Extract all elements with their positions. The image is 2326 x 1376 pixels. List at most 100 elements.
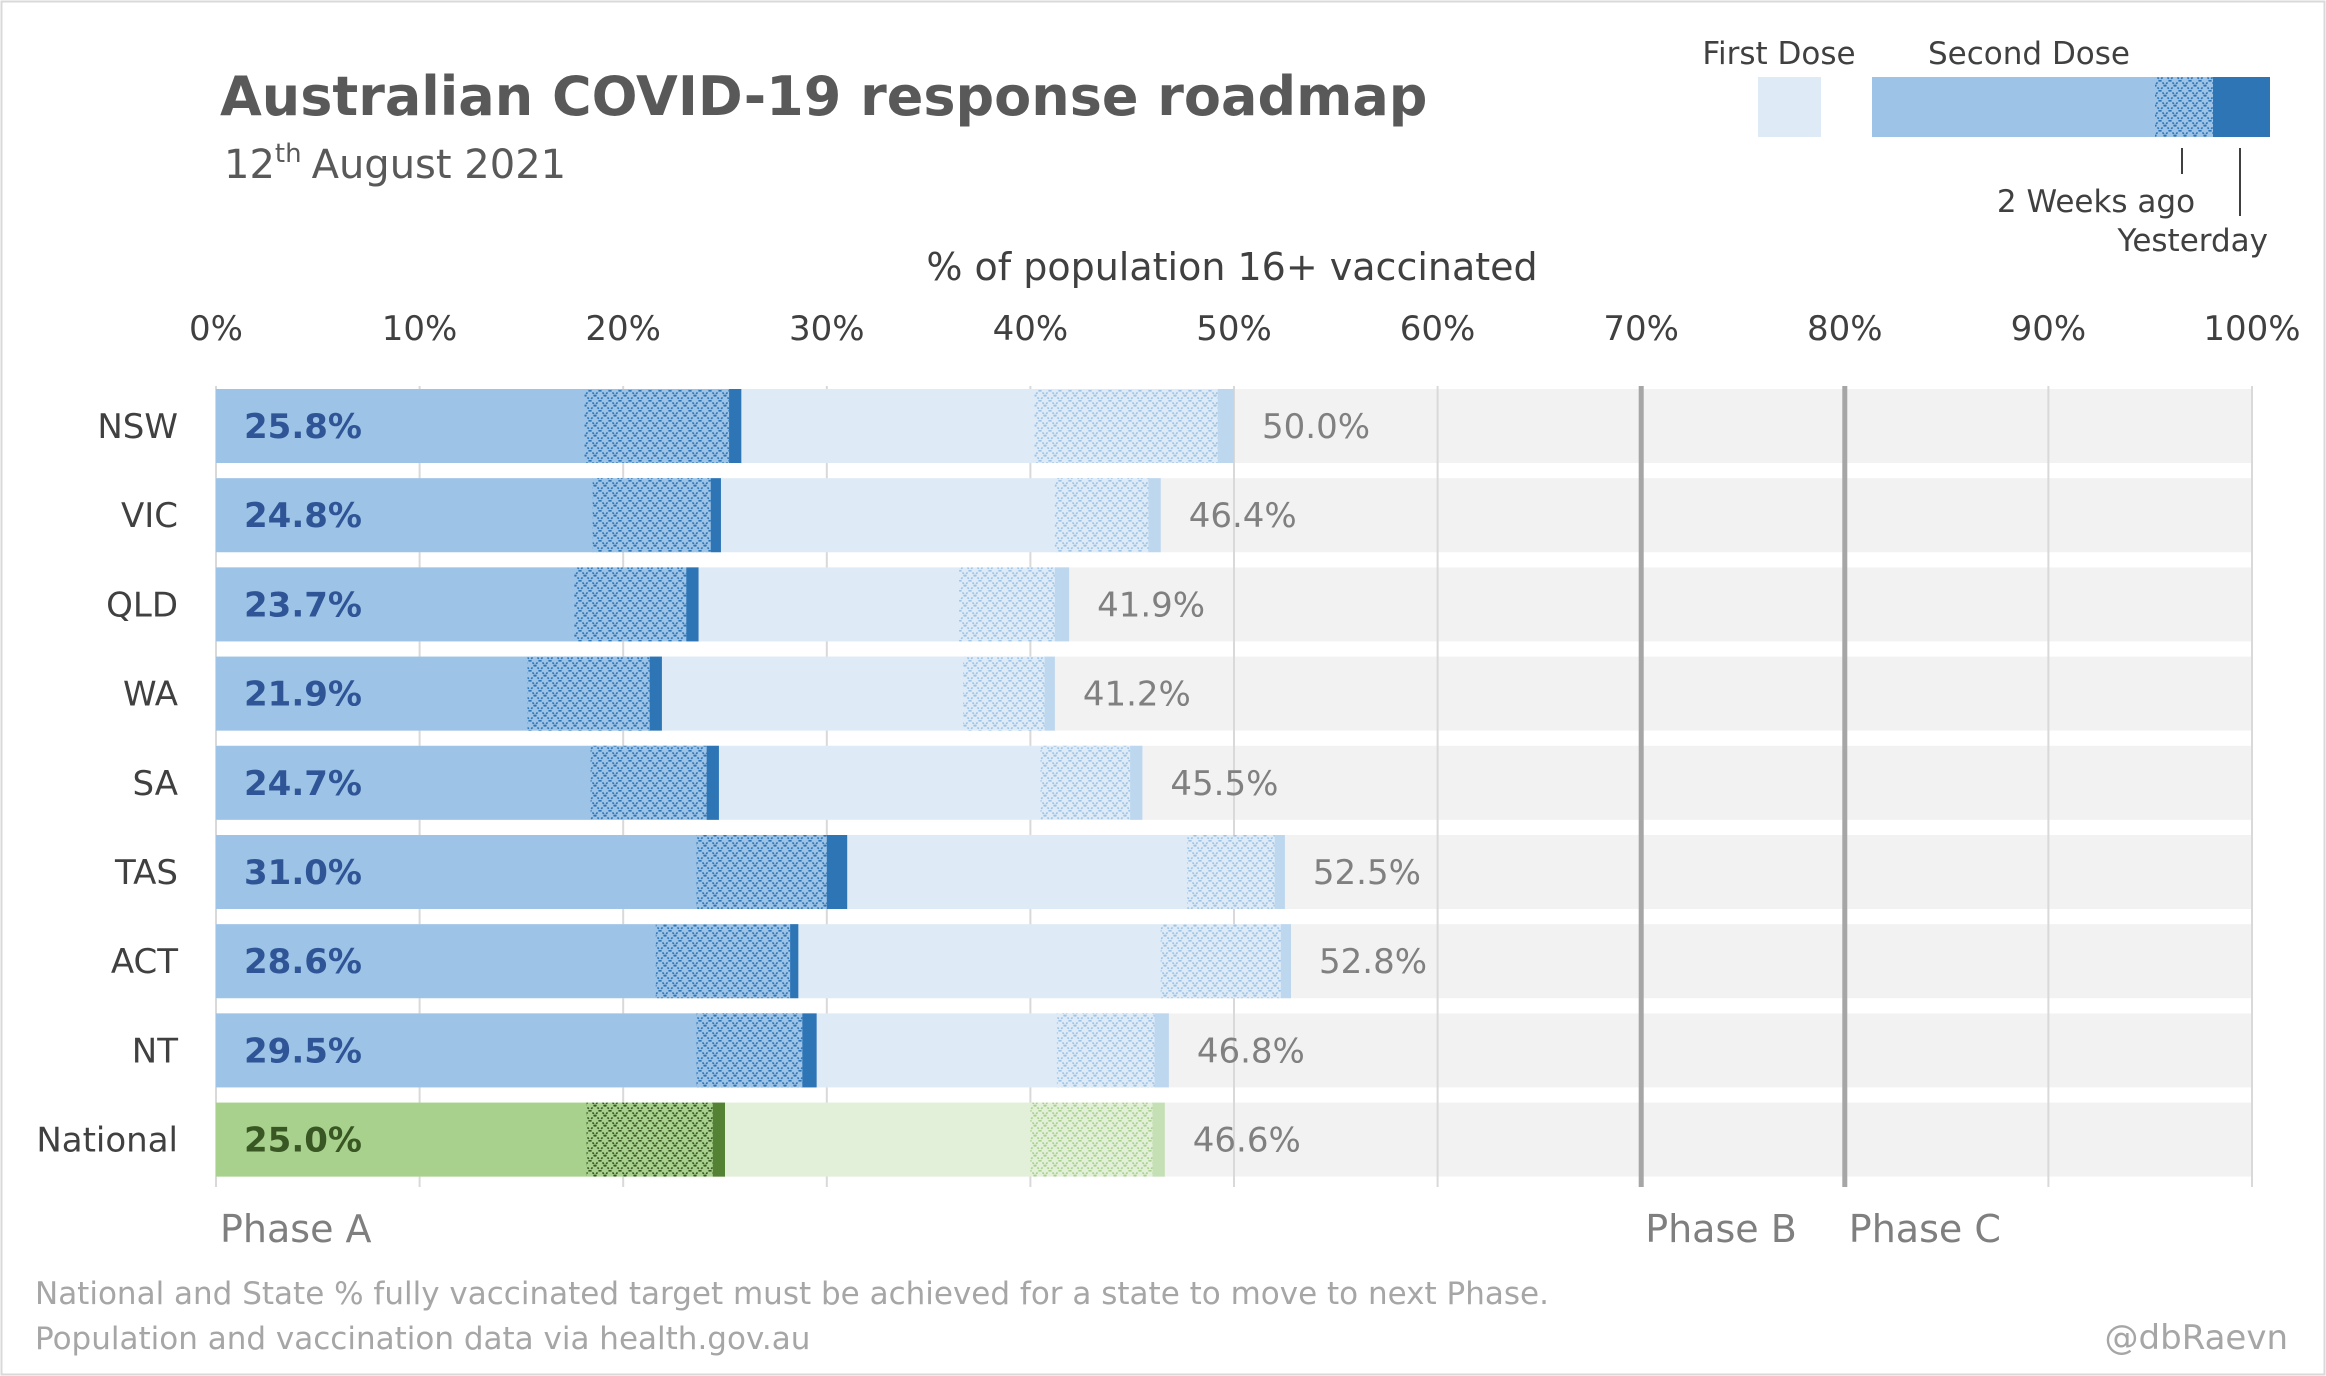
x-tick-label: 0%: [189, 309, 243, 349]
second-dose-value-label: 28.6%: [244, 942, 362, 982]
x-tick-label: 70%: [1603, 309, 1679, 349]
bars: [216, 389, 1292, 1177]
date-day: 12: [224, 142, 275, 188]
first-dose-latest-day: [1152, 1102, 1165, 1177]
first-dose-latest-day: [1154, 1013, 1169, 1088]
legend-first-dose-label: First Dose: [1702, 36, 1855, 72]
second-dose-value-label: 24.7%: [244, 764, 362, 804]
first-dose-value-label: 52.8%: [1319, 942, 1427, 982]
second-dose-latest-day: [706, 745, 719, 820]
category-label: SA: [133, 764, 178, 804]
second-dose-latest-day: [686, 567, 699, 642]
x-tick-label: 40%: [993, 309, 1069, 349]
second-dose-two-week-gain: [574, 567, 687, 642]
first-dose-latest-day: [1044, 656, 1055, 731]
first-dose-latest-day: [1274, 835, 1285, 909]
legend-first-dose-swatch: [1758, 77, 1821, 137]
second-dose-value-label: 25.8%: [244, 407, 362, 447]
first-dose-value-label: 41.2%: [1083, 675, 1191, 715]
date-suffix: th: [275, 139, 302, 169]
first-dose-value-label: 46.6%: [1193, 1121, 1301, 1161]
second-dose-value-label: 23.7%: [244, 585, 362, 625]
x-tick-label: 60%: [1400, 309, 1476, 349]
category-label: VIC: [121, 496, 178, 536]
first-dose-value-label: 46.8%: [1197, 1031, 1305, 1071]
category-label: ACT: [111, 942, 178, 982]
x-tick-label: 80%: [1807, 309, 1883, 349]
second-dose-two-week-gain: [655, 924, 791, 999]
first-dose-latest-day: [1217, 389, 1234, 463]
first-dose-two-week-gain: [1030, 1102, 1153, 1177]
phase-label: Phase B: [1645, 1207, 1797, 1251]
legend-second-dose-gain-hatch-pattern: [2155, 77, 2213, 137]
first-dose-two-week-gain: [1187, 835, 1275, 909]
category-label: TAS: [114, 853, 178, 893]
second-dose-value-label: 24.8%: [244, 496, 362, 536]
second-dose-latest-day: [649, 656, 662, 731]
legend-second-dose-bar: [1872, 77, 2155, 137]
category-label: QLD: [106, 585, 178, 625]
legend-yesterday-label: Yesterday: [2117, 223, 2269, 259]
first-dose-two-week-gain: [1054, 478, 1149, 553]
category-label: NSW: [97, 407, 178, 447]
second-dose-two-week-gain: [584, 389, 730, 463]
chart-date: 12th August 2021: [224, 139, 566, 188]
first-dose-two-week-gain: [1160, 924, 1281, 999]
phase-labels: Phase A Phase B Phase C: [220, 1207, 2001, 1251]
phase-label: Phase A: [220, 1207, 372, 1251]
second-dose-two-week-gain: [586, 1102, 713, 1177]
first-dose-value-label: 41.9%: [1097, 585, 1205, 625]
second-dose-two-week-gain: [696, 835, 827, 909]
category-labels: NSW VIC QLD WA SA TAS ACT NT National: [36, 407, 178, 1161]
legend-two-weeks-ago-label: 2 Weeks ago: [1997, 184, 2195, 220]
second-dose-value-label: 25.0%: [244, 1121, 362, 1161]
second-dose-value-label: 31.0%: [244, 853, 362, 893]
x-tick-label: 50%: [1196, 309, 1272, 349]
x-axis-title: % of population 16+ vaccinated: [926, 245, 1537, 289]
first-dose-value-label: 46.4%: [1189, 496, 1297, 536]
x-tick-label: 10%: [382, 309, 458, 349]
first-dose-value-label: 45.5%: [1170, 764, 1278, 804]
first-dose-latest-day: [1130, 745, 1143, 820]
author-credit: @dbRaevn: [2105, 1318, 2288, 1358]
second-dose-latest-day: [802, 1013, 817, 1088]
second-dose-two-week-gain: [527, 656, 650, 731]
second-dose-latest-day: [712, 1102, 725, 1177]
legend-second-dose-latest: [2213, 77, 2270, 137]
x-tick-label: 90%: [2011, 309, 2087, 349]
first-dose-value-label: 52.5%: [1313, 853, 1421, 893]
footnote-line-1: National and State % fully vaccinated ta…: [35, 1276, 1549, 1312]
first-dose-value-label: 50.0%: [1262, 407, 1370, 447]
category-label: NT: [132, 1031, 178, 1071]
date-rest: August 2021: [312, 142, 567, 188]
second-dose-value-label: 21.9%: [244, 675, 362, 715]
category-label: WA: [123, 675, 178, 715]
footnote-line-2: Population and vaccination data via heal…: [35, 1321, 810, 1357]
x-tick-labels: 0% 10% 20% 30% 40% 50% 60% 70% 80% 90% 100%: [189, 309, 2301, 349]
first-dose-two-week-gain: [1056, 1013, 1155, 1088]
first-dose-two-week-gain: [1034, 389, 1218, 463]
first-dose-latest-day: [1280, 924, 1292, 999]
legend: First Dose Second Dose 2 Weeks ago Yeste…: [1702, 36, 2270, 259]
legend-second-dose-label: Second Dose: [1928, 36, 2130, 72]
category-label: National: [36, 1121, 178, 1161]
first-dose-latest-day: [1148, 478, 1161, 553]
x-tick-label: 20%: [585, 309, 661, 349]
first-dose-two-week-gain: [959, 567, 1055, 642]
second-dose-two-week-gain: [590, 745, 707, 820]
second-dose-latest-day: [729, 389, 742, 463]
first-dose-two-week-gain: [963, 656, 1045, 731]
second-dose-latest-day: [790, 924, 799, 999]
second-dose-two-week-gain: [592, 478, 711, 553]
phase-label: Phase C: [1849, 1207, 2001, 1251]
data-labels: 25.8% 50.0% 24.8% 46.4% 23.7% 41.9% 21.9% 41.2%…: [244, 407, 1427, 1161]
second-dose-latest-day: [826, 835, 848, 909]
second-dose-value-label: 29.5%: [244, 1031, 362, 1071]
x-tick-label: 100%: [2203, 309, 2300, 349]
chart-title: Australian COVID-19 response roadmap: [220, 65, 1427, 128]
second-dose-two-week-gain: [696, 1013, 803, 1088]
x-tick-label: 30%: [789, 309, 865, 349]
